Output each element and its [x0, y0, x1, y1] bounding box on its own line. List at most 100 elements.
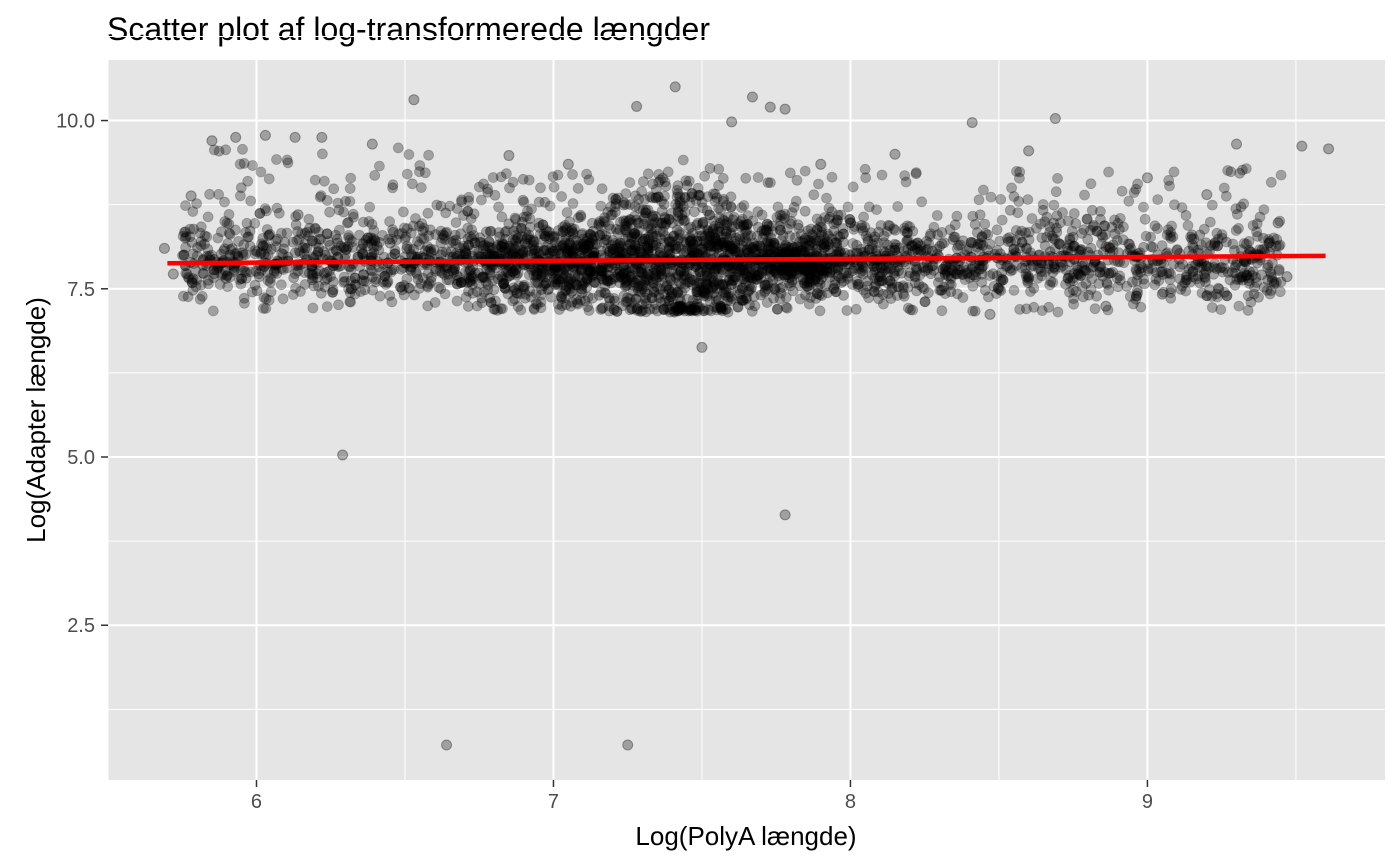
scatter-point [463, 191, 475, 203]
scatter-point [1067, 272, 1079, 284]
scatter-point [636, 299, 648, 310]
scatter-point [779, 509, 791, 521]
scatter-point [297, 242, 309, 254]
scatter-point [440, 207, 452, 219]
scatter-point [818, 267, 830, 279]
scatter-point [481, 263, 492, 275]
scatter-point [485, 297, 497, 309]
scatter-point [1235, 244, 1247, 256]
scatter-point [328, 183, 340, 195]
scatter-point [1138, 241, 1149, 253]
scatter-point [782, 264, 794, 276]
scatter-point [1180, 274, 1192, 286]
scatter-point [691, 235, 703, 247]
scatter-point [1224, 274, 1236, 286]
scatter-point [282, 157, 294, 169]
scatter-point [746, 262, 757, 274]
scatter-point [519, 238, 531, 249]
scatter-point [646, 218, 658, 230]
scatter-point [909, 270, 921, 282]
scatter-point [373, 160, 385, 172]
scatter-point [945, 272, 957, 284]
scatter-point [676, 303, 688, 315]
scatter-point [814, 305, 826, 317]
scatter-point [223, 227, 235, 239]
scatter-point [656, 268, 667, 280]
scatter-point [1101, 277, 1113, 289]
scatter-point [431, 199, 443, 211]
scatter-point [196, 290, 208, 302]
scatter-point [345, 172, 357, 184]
scatter-point [824, 271, 836, 283]
scatter-point [1281, 271, 1293, 283]
scatter-point [867, 238, 878, 250]
scatter-point [526, 245, 538, 256]
scatter-point [858, 211, 869, 223]
scatter-point [880, 263, 891, 274]
scatter-point [602, 206, 614, 218]
scatter-point [606, 262, 618, 274]
scatter-point [192, 242, 203, 253]
scatter-point [178, 249, 190, 261]
scatter-point [238, 239, 250, 251]
scatter-point [788, 201, 800, 213]
scatter-point [1244, 266, 1255, 277]
scatter-point [257, 302, 269, 314]
scatter-point [177, 250, 188, 261]
scatter-point [504, 270, 516, 281]
scatter-point [642, 222, 654, 233]
scatter-point [633, 285, 644, 297]
scatter-point [762, 244, 774, 256]
scatter-point [787, 270, 799, 282]
scatter-point [315, 287, 327, 299]
scatter-point [1139, 278, 1150, 290]
scatter-point [617, 268, 629, 280]
scatter-point [588, 247, 600, 259]
scatter-point [524, 221, 536, 233]
scatter-point [520, 226, 531, 238]
scatter-point [1142, 265, 1154, 277]
scatter-point [906, 239, 918, 251]
scatter-point [979, 218, 991, 230]
scatter-point [316, 131, 328, 143]
scatter-point [668, 230, 680, 242]
scatter-point [1114, 212, 1126, 224]
scatter-point [422, 281, 434, 293]
scatter-point [1139, 213, 1151, 225]
scatter-point [863, 292, 874, 304]
scatter-point [316, 148, 328, 160]
scatter-point [685, 221, 697, 233]
scatter-point [806, 262, 817, 274]
scatter-point [1176, 280, 1188, 292]
scatter-point [720, 289, 732, 301]
scatter-point [736, 273, 748, 285]
scatter-point [799, 264, 811, 276]
scatter-point [303, 230, 314, 242]
scatter-point [1043, 301, 1055, 313]
scatter-point [1102, 278, 1113, 290]
scatter-point [1266, 271, 1278, 283]
scatter-point [1002, 233, 1013, 245]
scatter-point [813, 178, 824, 190]
scatter-point [429, 297, 441, 308]
scatter-point [703, 304, 714, 316]
scatter-point [638, 218, 650, 230]
scatter-point [1034, 263, 1046, 275]
scatter-point [1006, 182, 1017, 194]
scatter-point [803, 298, 815, 310]
scatter-point [699, 230, 711, 242]
scatter-point [795, 246, 806, 257]
scatter-point [618, 199, 629, 211]
scatter-point [672, 301, 684, 313]
scatter-point [996, 267, 1008, 279]
scatter-point [530, 298, 542, 310]
scatter-point [813, 267, 825, 279]
scatter-point [716, 237, 728, 249]
scatter-point [1265, 285, 1277, 297]
scatter-point [673, 301, 684, 313]
scatter-point [466, 279, 478, 291]
scatter-point [1002, 236, 1014, 248]
scatter-point [791, 174, 803, 186]
scatter-point [937, 263, 949, 275]
scatter-point [866, 243, 878, 255]
